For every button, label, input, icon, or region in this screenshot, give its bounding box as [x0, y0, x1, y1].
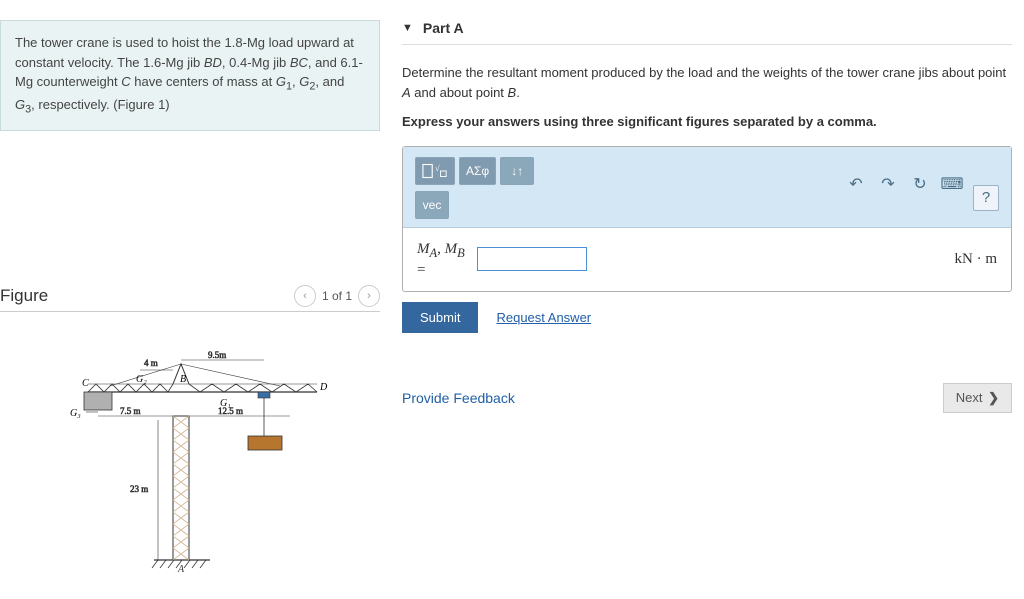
collapse-icon[interactable]: ▼	[402, 22, 413, 34]
prompt-text: Determine the resultant moment produced …	[402, 63, 1012, 102]
answer-input[interactable]	[477, 247, 587, 271]
submit-button[interactable]: Submit	[402, 302, 478, 333]
label-D: D	[319, 382, 328, 393]
label-A: A	[177, 564, 185, 574]
label-C: C	[82, 378, 89, 389]
next-button[interactable]: Next ❯	[943, 383, 1012, 413]
pager-text: 1 of 1	[322, 289, 352, 303]
request-answer-link[interactable]: Request Answer	[496, 310, 591, 325]
figure-pager: ‹ 1 of 1 ›	[294, 285, 380, 307]
label-B: B	[180, 374, 186, 385]
undo-icon[interactable]: ↶	[845, 173, 867, 195]
part-title: Part A	[423, 20, 464, 36]
label-G3: G₃	[70, 408, 81, 419]
svg-text:√: √	[435, 164, 440, 173]
pager-next-button[interactable]: ›	[358, 285, 380, 307]
formula-toolbar: √ ΑΣφ ↓↑ vec ↶ ↷ ↻ ⌨ ?	[403, 147, 1011, 228]
instruction-text: Express your answers using three signifi…	[402, 112, 1012, 132]
arrows-button[interactable]: ↓↑	[500, 157, 534, 185]
figure-image: A	[0, 324, 380, 577]
answer-box: √ ΑΣφ ↓↑ vec ↶ ↷ ↻ ⌨ ?	[402, 146, 1012, 292]
problem-statement: The tower crane is used to hoist the 1.8…	[0, 20, 380, 131]
figure-title: Figure	[0, 286, 48, 306]
unit-label: kN · m	[955, 251, 998, 268]
variable-label: MA, MB=	[417, 240, 465, 279]
dim-7.5m: 7.5 m	[120, 406, 141, 416]
reset-icon[interactable]: ↻	[909, 173, 931, 195]
dim-4m: 4 m	[144, 358, 158, 368]
help-button[interactable]: ?	[973, 185, 999, 211]
greek-button[interactable]: ΑΣφ	[459, 157, 496, 185]
keyboard-icon[interactable]: ⌨	[941, 173, 963, 195]
dim-23m: 23 m	[130, 484, 148, 494]
redo-icon[interactable]: ↷	[877, 173, 899, 195]
vec-button[interactable]: vec	[415, 191, 449, 219]
provide-feedback-link[interactable]: Provide Feedback	[402, 390, 515, 406]
label-G2: G₂	[136, 374, 147, 385]
label-G1: G₁	[220, 398, 231, 409]
templates-button[interactable]: √	[415, 157, 455, 185]
pager-prev-button[interactable]: ‹	[294, 285, 316, 307]
dim-9.5m: 9.5m	[208, 350, 226, 360]
